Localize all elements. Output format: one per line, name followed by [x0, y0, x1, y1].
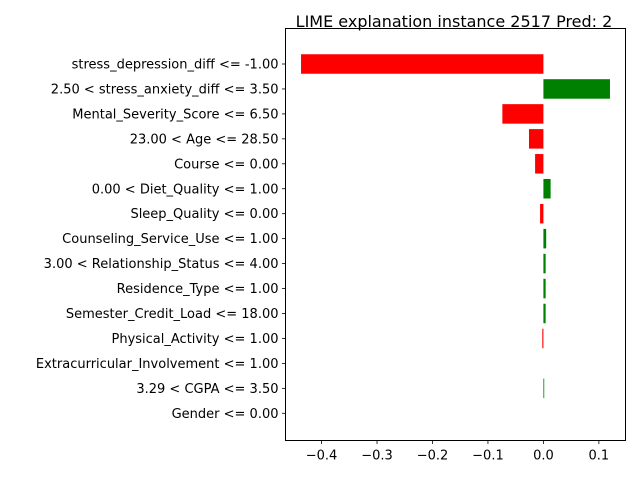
- bar: [528, 129, 544, 149]
- y-tick-label: stress_depression_diff <= -1.00: [72, 58, 279, 73]
- bar: [543, 179, 551, 199]
- y-tick-label: 2.50 < stress_anxiety_diff <= 3.50: [51, 82, 279, 97]
- bar: [543, 303, 546, 324]
- y-tick-label: Gender <= 0.00: [172, 407, 279, 422]
- x-tick-label: −0.4: [306, 449, 338, 464]
- y-tick-label: Residence_Type <= 1.00: [117, 282, 279, 297]
- y-tick-label: Mental_Severity_Score <= 6.50: [72, 107, 278, 122]
- bar: [543, 278, 546, 299]
- y-tick-label: Sleep_Quality <= 0.00: [130, 207, 278, 222]
- y-tick-labels: stress_depression_diff <= -1.00 2.50 < st…: [36, 58, 286, 422]
- y-tick-label: 3.00 < Relationship_Status <= 4.00: [44, 257, 279, 272]
- x-tick-label: −0.2: [417, 449, 449, 464]
- bar: [543, 253, 546, 274]
- bar: [543, 228, 547, 249]
- bar: [543, 79, 610, 99]
- bar: [540, 203, 544, 224]
- y-tick-label: 0.00 < Diet_Quality <= 1.00: [92, 182, 279, 197]
- x-tick-label: 0.1: [589, 449, 610, 464]
- bar: [502, 104, 544, 124]
- x-tick-label: −0.1: [472, 449, 504, 464]
- bar: [543, 378, 545, 399]
- y-tick-label: Counseling_Service_Use <= 1.00: [62, 232, 278, 247]
- x-tick-label: 0.0: [533, 449, 554, 464]
- x-axis: −0.4 −0.3 −0.2 −0.1 0.0 0.1: [306, 440, 610, 464]
- y-tick-label: 3.29 < CGPA <= 3.50: [136, 382, 278, 397]
- chart-title: LIME explanation instance 2517 Pred: 2: [296, 12, 613, 31]
- x-tick-label: −0.3: [361, 449, 393, 464]
- y-tick-label: Course <= 0.00: [174, 157, 278, 172]
- bar: [542, 328, 544, 349]
- bars-layer: [301, 54, 610, 399]
- y-tick-label: Extracurricular_Involvement <= 1.00: [36, 357, 279, 372]
- y-tick-label: 23.00 < Age <= 28.50: [130, 132, 279, 147]
- plot-frame: [285, 28, 626, 441]
- bar: [535, 154, 544, 174]
- bar: [301, 54, 544, 74]
- y-tick-label: Physical_Activity <= 1.00: [112, 332, 279, 347]
- y-tick-label: Semester_Credit_Load <= 18.00: [66, 307, 279, 322]
